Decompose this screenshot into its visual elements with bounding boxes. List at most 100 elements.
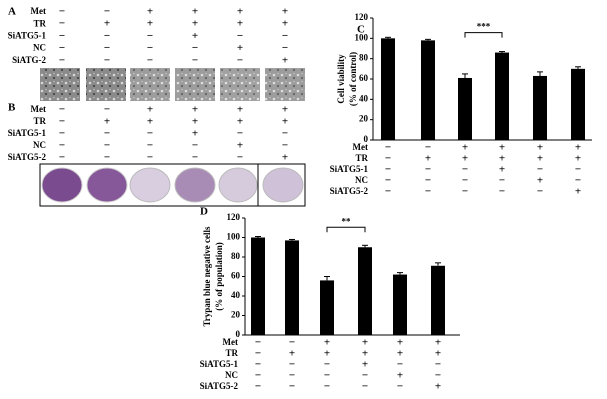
sign: + bbox=[192, 116, 198, 128]
sign: − bbox=[255, 381, 261, 393]
sign: + bbox=[192, 6, 198, 18]
y-tick-label: 0 bbox=[236, 329, 241, 339]
y-tick-label: 120 bbox=[227, 212, 241, 222]
y-axis-label: (% of control) bbox=[348, 52, 358, 106]
sign: − bbox=[462, 164, 468, 176]
sign: − bbox=[435, 370, 441, 382]
sign: − bbox=[499, 186, 505, 198]
sign: + bbox=[537, 175, 543, 187]
sign: − bbox=[147, 42, 153, 54]
row-label: Met bbox=[353, 142, 369, 152]
sign: − bbox=[324, 381, 330, 393]
sign: − bbox=[537, 186, 543, 198]
sign: + bbox=[537, 153, 543, 165]
significance-bracket bbox=[326, 226, 366, 233]
sign: + bbox=[237, 104, 243, 116]
sign: − bbox=[385, 153, 391, 165]
sign: + bbox=[362, 337, 368, 349]
sign: + bbox=[324, 337, 330, 349]
sign: + bbox=[147, 116, 153, 128]
sign: + bbox=[324, 348, 330, 360]
sign: − bbox=[282, 42, 288, 54]
sign: − bbox=[362, 370, 368, 382]
bar bbox=[495, 52, 509, 140]
sign: − bbox=[237, 30, 243, 42]
sign: − bbox=[255, 348, 261, 360]
sign: − bbox=[59, 128, 65, 140]
bar bbox=[285, 240, 299, 335]
sign: − bbox=[282, 30, 288, 42]
sign: − bbox=[237, 54, 243, 66]
sign: + bbox=[104, 116, 110, 128]
row-label: NC bbox=[225, 370, 238, 380]
sign: − bbox=[237, 128, 243, 140]
sign: − bbox=[59, 42, 65, 54]
sign: + bbox=[362, 359, 368, 371]
micrographs bbox=[40, 68, 305, 101]
bar bbox=[571, 68, 585, 140]
sign: − bbox=[362, 381, 368, 393]
sign: − bbox=[255, 337, 261, 349]
sign: − bbox=[425, 142, 431, 154]
bar bbox=[431, 265, 445, 335]
bar bbox=[458, 77, 472, 140]
y-tick-label: 20 bbox=[359, 114, 369, 124]
sign: − bbox=[255, 359, 261, 371]
y-tick-label: 120 bbox=[355, 12, 369, 22]
sign: + bbox=[435, 348, 441, 360]
sign: + bbox=[237, 140, 243, 152]
sign: − bbox=[192, 42, 198, 54]
panel-label: D bbox=[200, 206, 208, 218]
sign: + bbox=[362, 348, 368, 360]
sign: − bbox=[147, 140, 153, 152]
sign: − bbox=[104, 42, 110, 54]
sign: + bbox=[147, 18, 153, 30]
significance: *** bbox=[477, 22, 491, 32]
sign: − bbox=[104, 152, 110, 164]
sign: − bbox=[397, 359, 403, 371]
sign: − bbox=[462, 175, 468, 187]
row-label: SiATG5-1 bbox=[8, 128, 47, 138]
sign: + bbox=[397, 370, 403, 382]
sign: − bbox=[104, 6, 110, 18]
row-label: Met bbox=[31, 6, 47, 16]
dishes bbox=[39, 163, 306, 207]
bar bbox=[533, 75, 547, 140]
sign: − bbox=[499, 175, 505, 187]
sign: + bbox=[192, 104, 198, 116]
bar bbox=[251, 237, 265, 335]
sign: + bbox=[282, 18, 288, 30]
sign: − bbox=[237, 152, 243, 164]
row-label: SiATG5-1 bbox=[8, 30, 47, 40]
y-axis-label: Cell viability bbox=[336, 54, 346, 104]
sign: − bbox=[324, 370, 330, 382]
sign: + bbox=[192, 18, 198, 30]
sign: − bbox=[289, 337, 295, 349]
row-label: TR bbox=[33, 116, 46, 126]
y-tick-label: 60 bbox=[359, 73, 369, 83]
sign: − bbox=[289, 359, 295, 371]
y-tick-label: 40 bbox=[231, 290, 241, 300]
sign: − bbox=[147, 54, 153, 66]
bar bbox=[358, 247, 372, 335]
y-axis-label: (% of population) bbox=[214, 242, 224, 311]
sign: + bbox=[397, 337, 403, 349]
sign: + bbox=[104, 18, 110, 30]
sign: − bbox=[282, 128, 288, 140]
row-label: SiATG5-2 bbox=[330, 186, 369, 196]
sign: + bbox=[499, 142, 505, 154]
sign: − bbox=[385, 175, 391, 187]
sign: − bbox=[289, 381, 295, 393]
bar bbox=[421, 40, 435, 140]
significance-bracket bbox=[464, 32, 503, 38]
sign: + bbox=[289, 348, 295, 360]
sign: + bbox=[147, 104, 153, 116]
y-tick-label: 80 bbox=[231, 251, 241, 261]
sign: + bbox=[462, 153, 468, 165]
sign: − bbox=[59, 152, 65, 164]
sign: − bbox=[397, 381, 403, 393]
panel-label: C bbox=[357, 24, 365, 36]
sign: − bbox=[255, 370, 261, 382]
sign: + bbox=[575, 153, 581, 165]
sign: − bbox=[282, 140, 288, 152]
